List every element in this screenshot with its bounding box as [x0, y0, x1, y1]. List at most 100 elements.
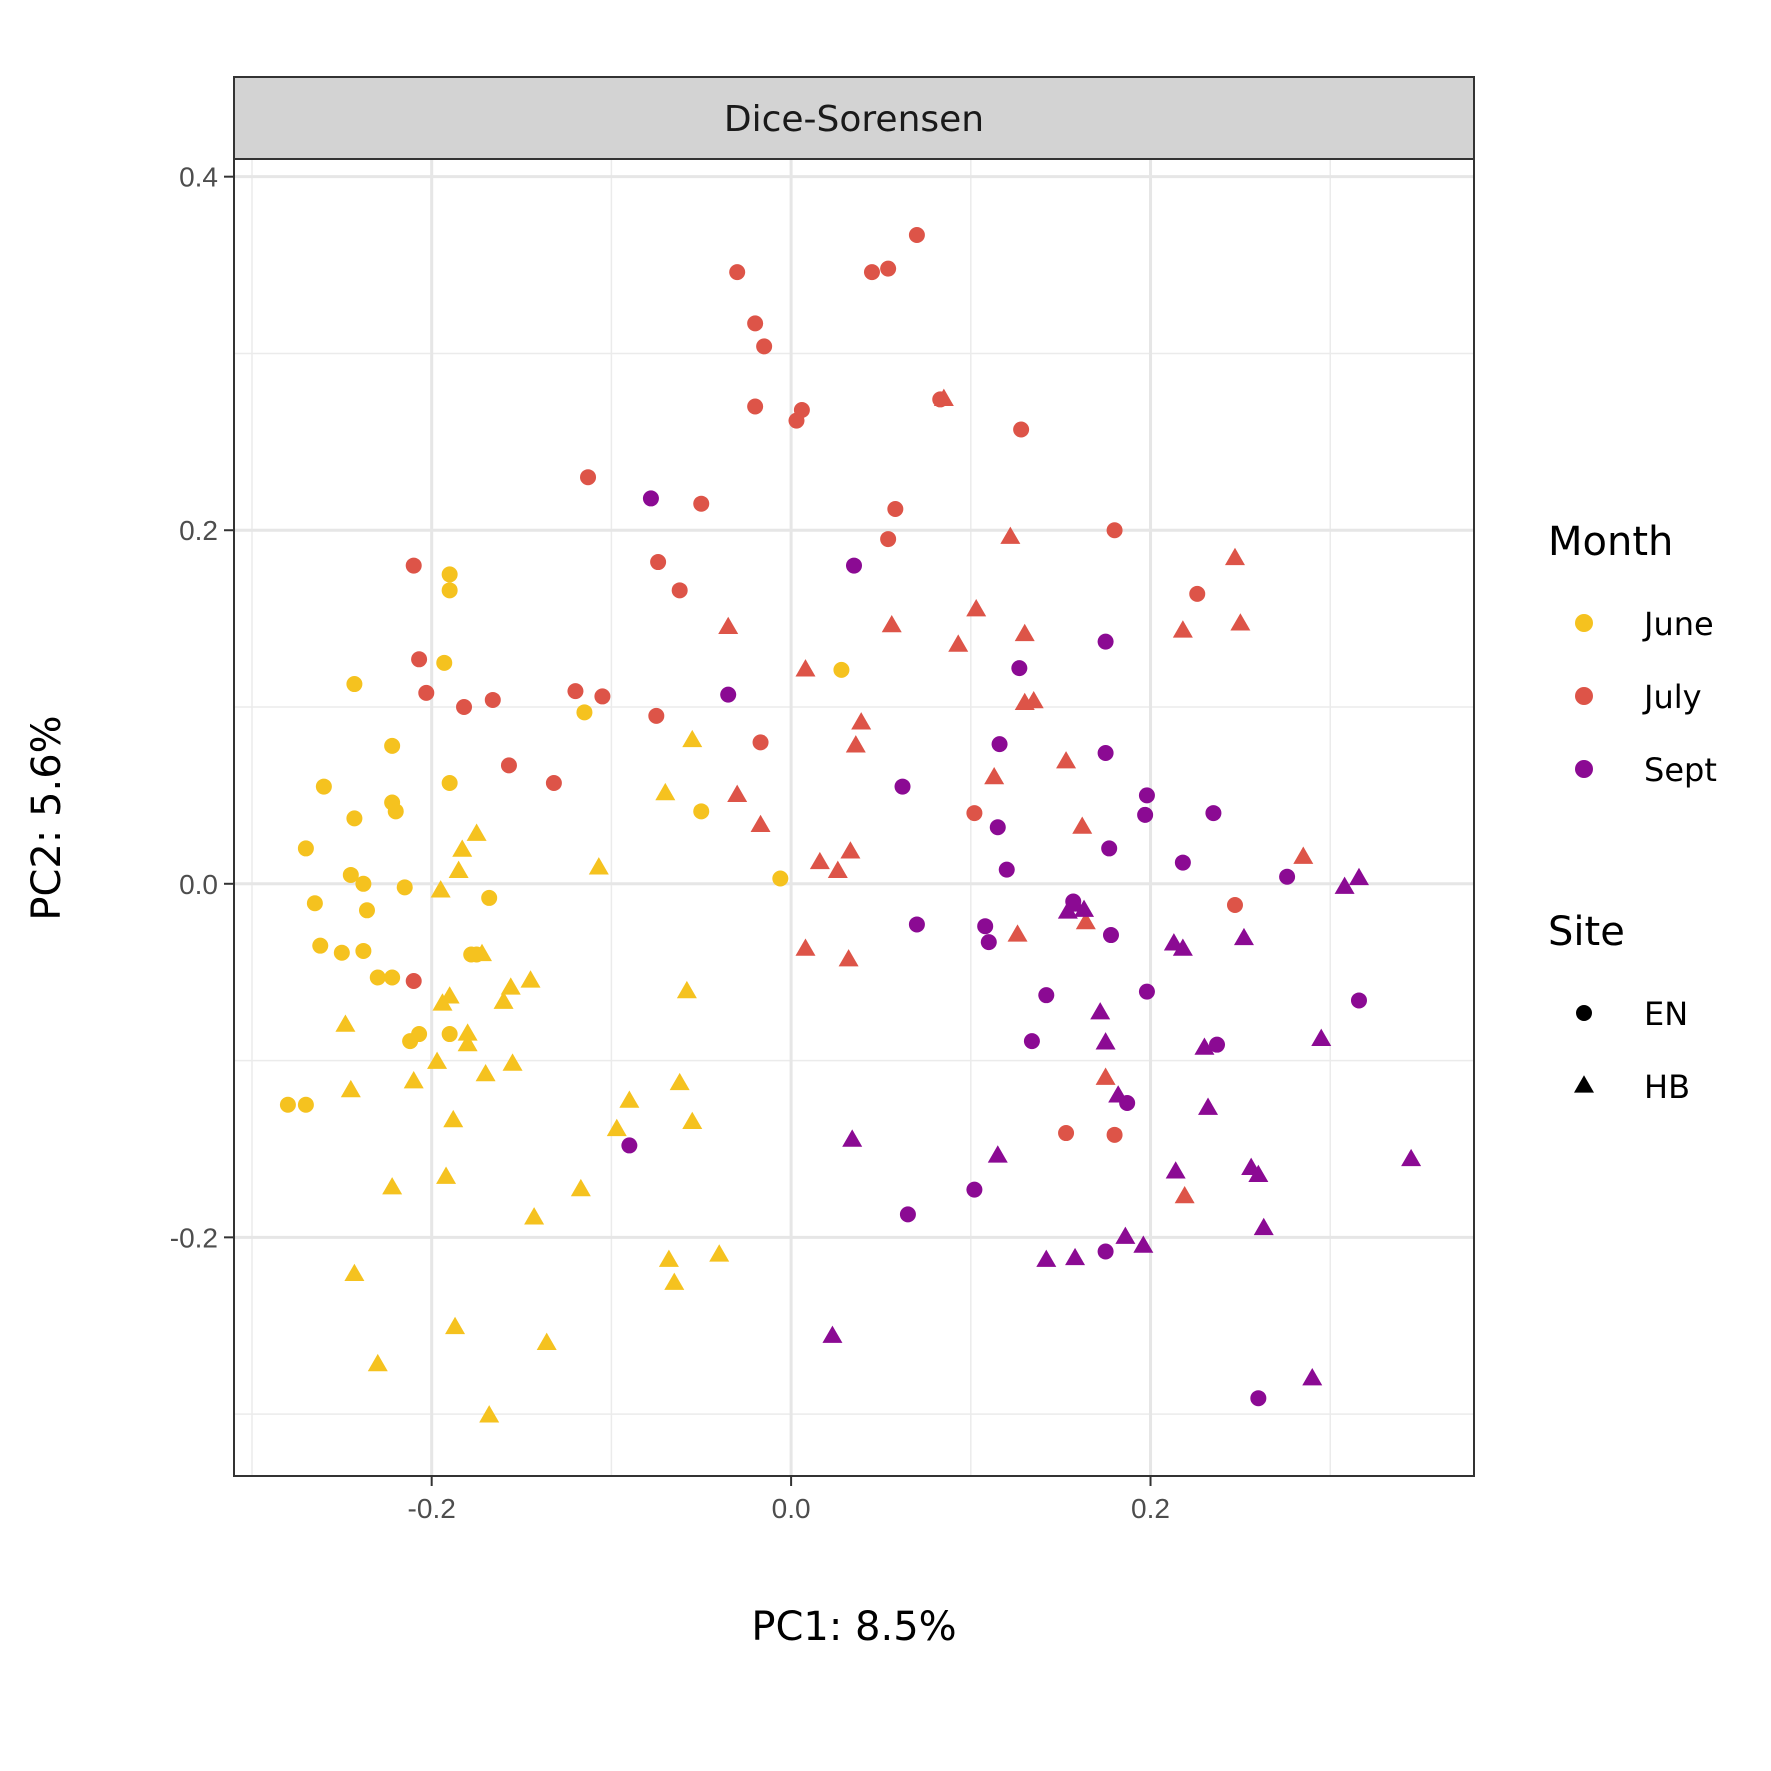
point-june-hb [475, 1063, 496, 1082]
point-june-hb [524, 1207, 545, 1225]
legend-key-hb [1574, 1075, 1594, 1093]
point-july-en [887, 501, 904, 518]
point-sept-en [1097, 633, 1114, 650]
panel-border [233, 158, 1475, 1477]
shape-legend-entries: EN HB [1574, 995, 1690, 1106]
axis-ticks: -0.2 0.0 0.2 -0.2 0.0 0.2 0.4 [170, 162, 1170, 1524]
point-july-hb [845, 735, 866, 753]
x-tick-label: 0.2 [1131, 1493, 1170, 1524]
point-june-hb [443, 1109, 464, 1128]
point-sept-en [1209, 1036, 1226, 1053]
point-july-en [500, 757, 517, 774]
point-july-hb [1075, 911, 1096, 930]
point-july-hb [750, 814, 771, 833]
point-july-hb [1230, 613, 1251, 631]
point-june-hb [448, 860, 469, 878]
point-june-hb [606, 1118, 627, 1137]
point-june-hb [479, 1405, 500, 1423]
point-july-en [484, 691, 501, 708]
point-sept-hb [1115, 1226, 1136, 1244]
point-july-en [580, 469, 597, 486]
point-july-hb [1000, 526, 1021, 544]
point-june-hb [430, 880, 451, 898]
point-july-en [729, 264, 746, 281]
point-sept-hb [1172, 938, 1193, 956]
point-sept-hb [1253, 1217, 1274, 1236]
point-july-en [966, 805, 983, 822]
point-sept-hb [1108, 1085, 1129, 1103]
point-june-en [833, 661, 850, 678]
point-july-hb [984, 766, 1005, 785]
legend: Month June July Sept Site EN HB [1548, 519, 1717, 1106]
legend-title-month: Month [1548, 519, 1673, 565]
y-tick-label: 0.0 [179, 869, 218, 900]
point-june-en [576, 704, 593, 721]
point-sept-en [1137, 806, 1154, 823]
point-july-hb [851, 712, 872, 730]
point-july-en [1106, 1126, 1123, 1143]
point-sept-en [1350, 992, 1367, 1009]
point-sept-hb [1248, 1164, 1269, 1183]
legend-key-june [1575, 614, 1593, 632]
point-june-hb [619, 1090, 640, 1108]
point-june-en [387, 803, 404, 820]
point-july-en [418, 684, 435, 701]
facet-strip [233, 76, 1475, 160]
point-sept-hb [1074, 899, 1095, 917]
legend-key-july [1575, 687, 1593, 705]
point-june-en [297, 1096, 314, 1113]
point-sept-en [1097, 1243, 1114, 1260]
point-sept-hb [1090, 1002, 1111, 1020]
x-axis-title: PC1: 8.5% [751, 1604, 956, 1650]
point-june-hb [655, 782, 676, 801]
point-sept-hb [1401, 1148, 1422, 1167]
point-june-en [411, 1026, 428, 1043]
point-june-en [441, 582, 458, 599]
legend-label-sept: Sept [1644, 751, 1717, 789]
x-tick-label: 0.0 [772, 1493, 811, 1524]
y-axis-title: PC2: 5.6% [24, 715, 70, 920]
point-july-en [880, 260, 897, 277]
point-sept-en [1250, 1390, 1267, 1407]
point-july-en [752, 734, 769, 751]
point-june-hb [500, 977, 521, 995]
point-july-en [405, 557, 422, 574]
legend-label-july: July [1642, 678, 1702, 716]
point-july-en [1013, 421, 1030, 438]
point-june-en [693, 803, 710, 820]
point-sept-hb [1302, 1368, 1323, 1386]
x-tick-label: -0.2 [408, 1493, 456, 1524]
point-june-en [481, 889, 498, 906]
point-july-hb [1014, 623, 1035, 642]
point-june-en [772, 870, 789, 887]
point-june-hb [445, 1316, 466, 1335]
plot-panel [234, 159, 1474, 1476]
point-july-hb [881, 614, 902, 633]
point-june-hb [520, 970, 541, 988]
point-july-en [411, 651, 428, 668]
point-june-hb [676, 980, 697, 999]
point-sept-hb [987, 1145, 1008, 1163]
point-july-hb [966, 599, 987, 617]
point-june-hb [658, 1249, 679, 1267]
point-june-hb [588, 857, 609, 875]
point-july-hb [727, 784, 748, 802]
point-july-hb [1023, 690, 1044, 709]
point-june-hb [452, 839, 473, 857]
point-sept-en [642, 490, 659, 507]
point-june-hb [457, 1023, 478, 1041]
point-june-en [297, 840, 314, 857]
point-july-hb [795, 659, 816, 677]
point-june-en [306, 895, 323, 912]
point-july-hb [809, 851, 830, 870]
point-june-hb [502, 1053, 523, 1071]
point-july-en [880, 531, 897, 548]
point-july-hb [718, 616, 739, 635]
point-sept-hb [842, 1129, 863, 1147]
point-july-en [793, 402, 810, 419]
point-july-hb [1174, 1185, 1195, 1204]
point-july-en [456, 699, 473, 716]
point-sept-en [1138, 983, 1155, 1000]
point-sept-hb [1065, 1247, 1086, 1266]
point-july-hb [840, 841, 861, 859]
